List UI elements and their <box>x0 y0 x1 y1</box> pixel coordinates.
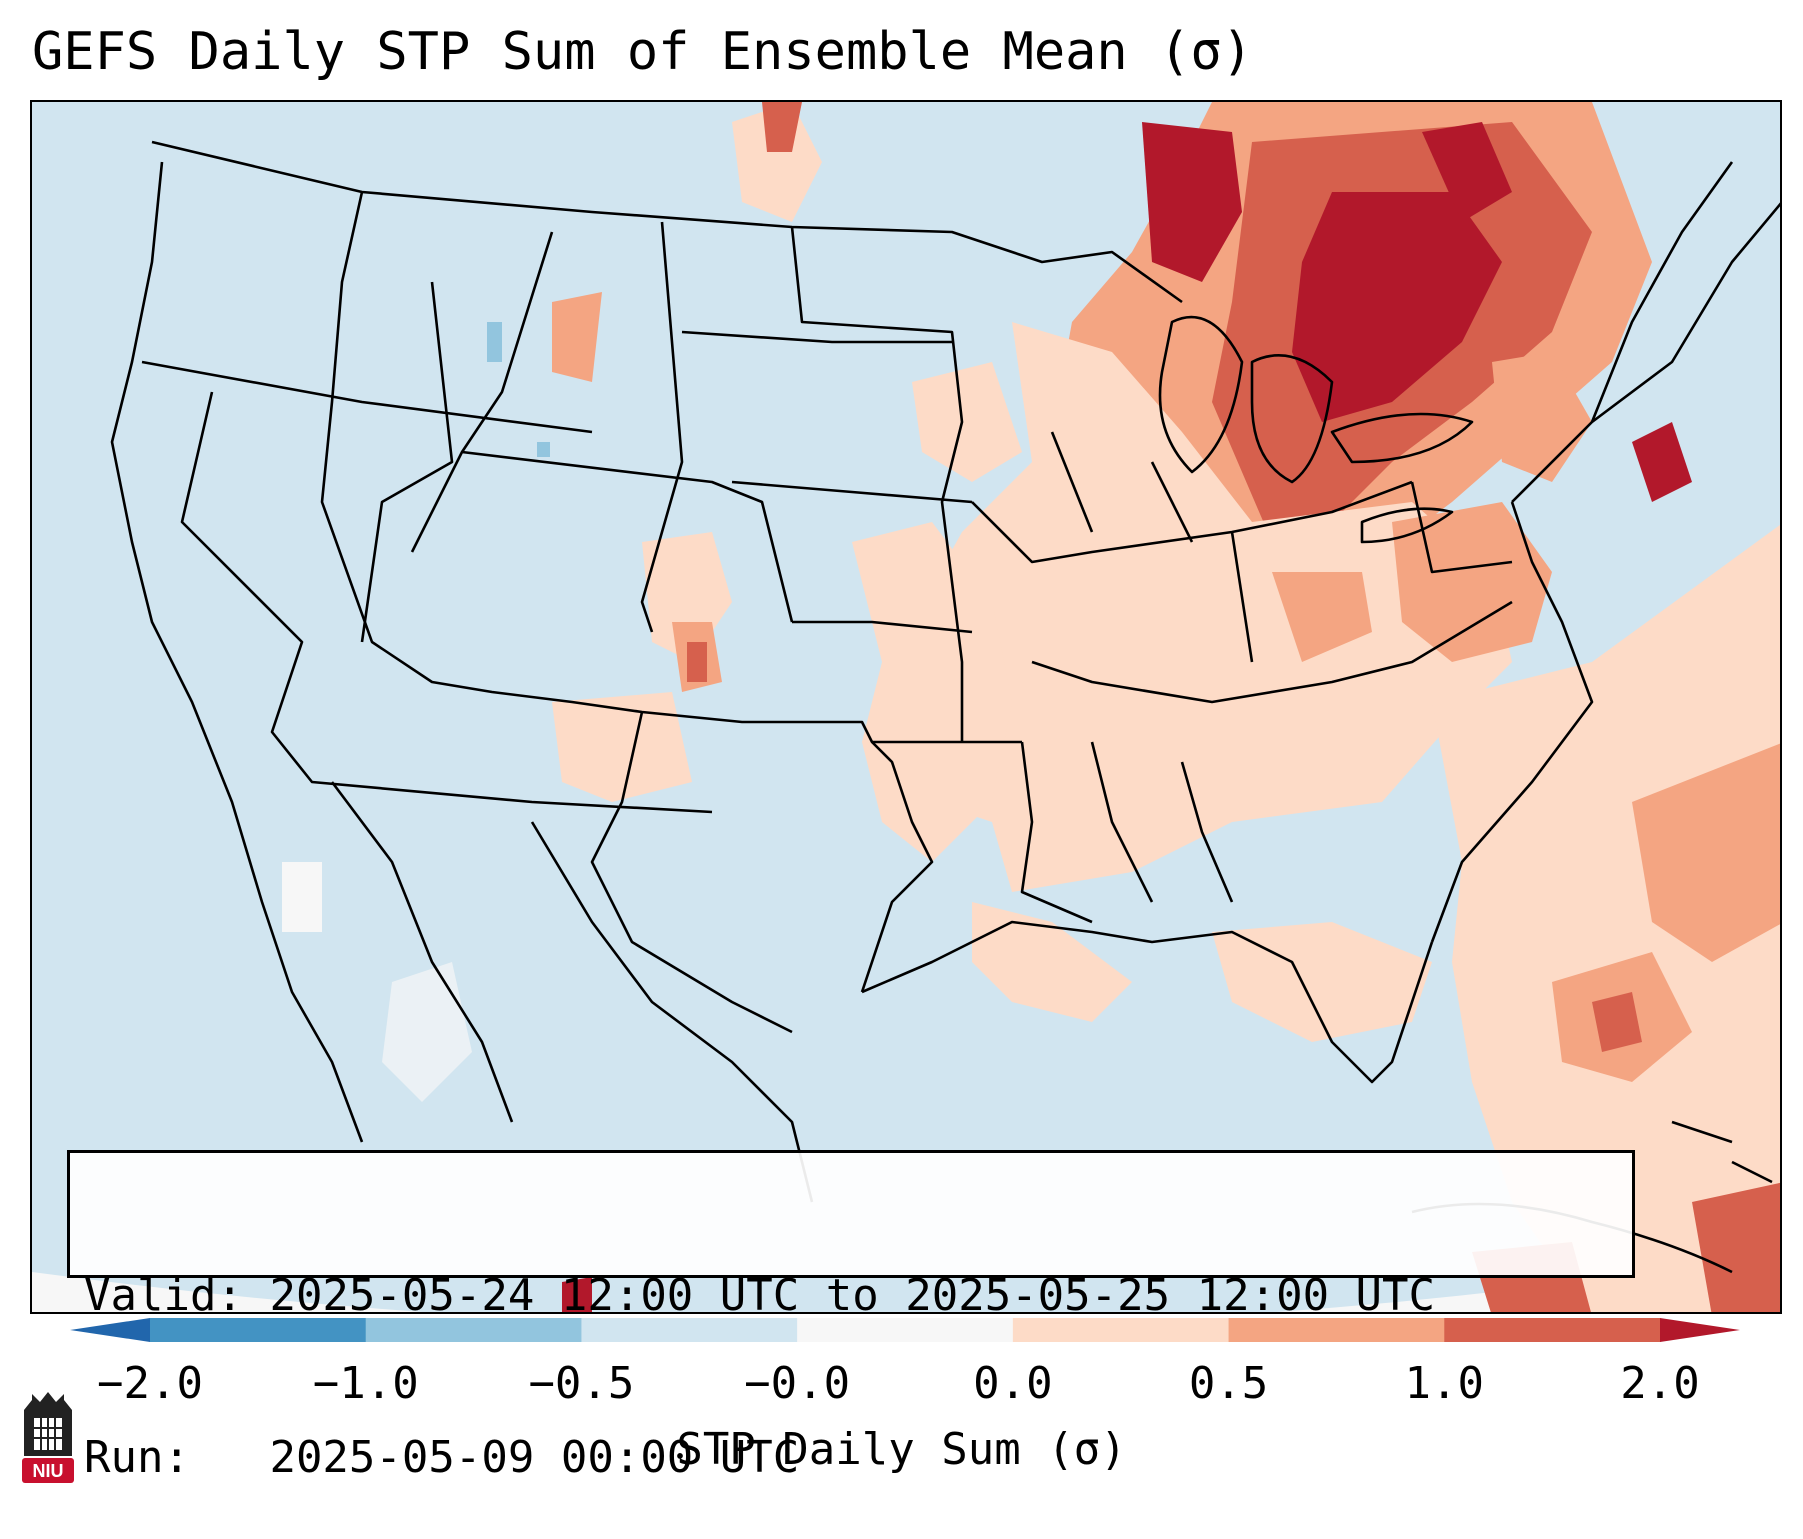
colorbar-tick-label: −2.0 <box>97 1358 203 1409</box>
colorbar-tick-label: −0.5 <box>528 1358 635 1409</box>
colorbar-segment <box>581 1318 798 1342</box>
valid-row: Valid: 2025-05-24 12:00 UTC to 2025-05-2… <box>84 1269 1632 1323</box>
colorbar-tick-label: 1.0 <box>1404 1358 1485 1409</box>
colorbar-tick-label: 2.0 <box>1620 1358 1700 1409</box>
colorbar-segment <box>1444 1318 1661 1342</box>
run-label: Run: <box>84 1432 190 1483</box>
valid-value: 2025-05-24 12:00 UTC to 2025-05-25 12:00… <box>269 1270 1436 1321</box>
colorbar-label: STP Daily Sum (σ) <box>676 1424 1127 1475</box>
colorbar <box>70 1318 1740 1342</box>
colorbar-segment <box>1012 1318 1230 1342</box>
map-title: GEFS Daily STP Sum of Ensemble Mean (σ) <box>32 22 1253 82</box>
colorbar-tick-label: 0.5 <box>1188 1358 1269 1409</box>
colorbar-segment <box>1228 1318 1445 1342</box>
colorbar-extend-low <box>70 1318 150 1342</box>
niu-castle-logo-icon: NIU <box>22 1392 74 1483</box>
logo-text: NIU <box>33 1461 64 1481</box>
state-borders <box>110 140 1780 1274</box>
stp-anomaly-field <box>282 102 1780 1312</box>
run-row: Run: 2025-05-09 00:00 UTC <box>84 1431 1632 1485</box>
colorbar-segment <box>797 1318 1014 1342</box>
map-canvas <box>32 102 1780 1312</box>
colorbar-tick-label: 0.0 <box>973 1358 1053 1409</box>
valid-label: Valid: <box>84 1270 243 1321</box>
colorbar-segment <box>365 1318 582 1342</box>
valid-run-info-box: Valid: 2025-05-24 12:00 UTC to 2025-05-2… <box>67 1150 1635 1483</box>
colorbar-tick-label: −0.0 <box>744 1358 851 1409</box>
map-panel[interactable] <box>30 100 1782 1314</box>
run-value: 2025-05-09 00:00 UTC <box>269 1432 800 1483</box>
colorbar-tick-label: −1.0 <box>312 1358 419 1409</box>
colorbar-segments <box>150 1318 1661 1342</box>
colorbar-segment <box>150 1318 367 1342</box>
colorbar-extend-high <box>1660 1318 1740 1342</box>
